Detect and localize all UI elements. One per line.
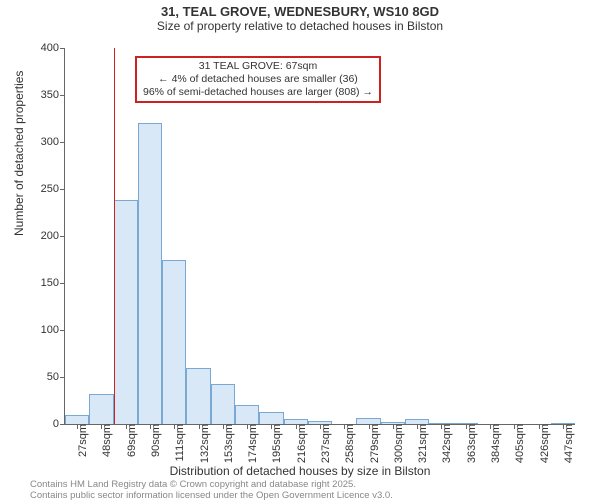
chart-title: 31, TEAL GROVE, WEDNESBURY, WS10 8GD <box>0 4 600 19</box>
xtick-label: 363sqm <box>462 424 478 463</box>
xtick-label: 405sqm <box>510 424 526 463</box>
xtick-label: 153sqm <box>219 424 235 463</box>
xtick-label: 321sqm <box>413 424 429 463</box>
xtick-label: 447sqm <box>559 424 575 463</box>
annotation-line: 31 TEAL GROVE: 67sqm <box>143 60 373 73</box>
xtick-label: 279sqm <box>365 424 381 463</box>
xtick-label: 384sqm <box>486 424 502 463</box>
ytick-mark <box>60 330 65 331</box>
histogram-bar <box>186 368 210 424</box>
ytick-mark <box>60 142 65 143</box>
xtick-label: 195sqm <box>267 424 283 463</box>
y-axis-label: Number of detached properties <box>12 71 26 236</box>
annotation-line: ← 4% of detached houses are smaller (36) <box>143 73 373 86</box>
xtick-label: 69sqm <box>122 424 138 457</box>
xtick-label: 258sqm <box>340 424 356 463</box>
histogram-bar <box>211 384 235 424</box>
reference-line <box>114 48 115 424</box>
xtick-label: 300sqm <box>389 424 405 463</box>
xtick-label: 237sqm <box>316 424 332 463</box>
histogram-bar <box>235 405 259 424</box>
x-axis-label: Distribution of detached houses by size … <box>0 464 600 478</box>
xtick-label: 216sqm <box>292 424 308 463</box>
ytick-mark <box>60 377 65 378</box>
histogram-bar <box>162 260 186 425</box>
chart-plot-area: 05010015020025030035040027sqm48sqm69sqm9… <box>64 48 574 424</box>
footer-line-2: Contains public sector information licen… <box>30 491 393 502</box>
ytick-mark <box>60 95 65 96</box>
ytick-mark <box>60 48 65 49</box>
xtick-label: 132sqm <box>195 424 211 463</box>
ytick-mark <box>60 283 65 284</box>
xtick-label: 342sqm <box>437 424 453 463</box>
xtick-label: 27sqm <box>73 424 89 457</box>
xtick-label: 48sqm <box>97 424 113 457</box>
histogram-bar <box>89 394 113 424</box>
plot-region: 05010015020025030035040027sqm48sqm69sqm9… <box>64 48 575 425</box>
ytick-mark <box>60 189 65 190</box>
annotation-line: 96% of semi-detached houses are larger (… <box>143 86 373 99</box>
histogram-bar <box>114 200 138 424</box>
ytick-mark <box>60 424 65 425</box>
annotation-box: 31 TEAL GROVE: 67sqm← 4% of detached hou… <box>135 56 381 103</box>
histogram-bar <box>259 412 283 424</box>
xtick-label: 174sqm <box>243 424 259 463</box>
histogram-bar <box>65 415 89 424</box>
histogram-bar <box>138 123 162 424</box>
chart-subtitle: Size of property relative to detached ho… <box>0 19 600 33</box>
ytick-mark <box>60 236 65 237</box>
xtick-label: 111sqm <box>170 424 186 462</box>
footer-attribution: Contains HM Land Registry data © Crown c… <box>30 480 393 502</box>
xtick-label: 90sqm <box>146 424 162 457</box>
xtick-label: 426sqm <box>535 424 551 463</box>
